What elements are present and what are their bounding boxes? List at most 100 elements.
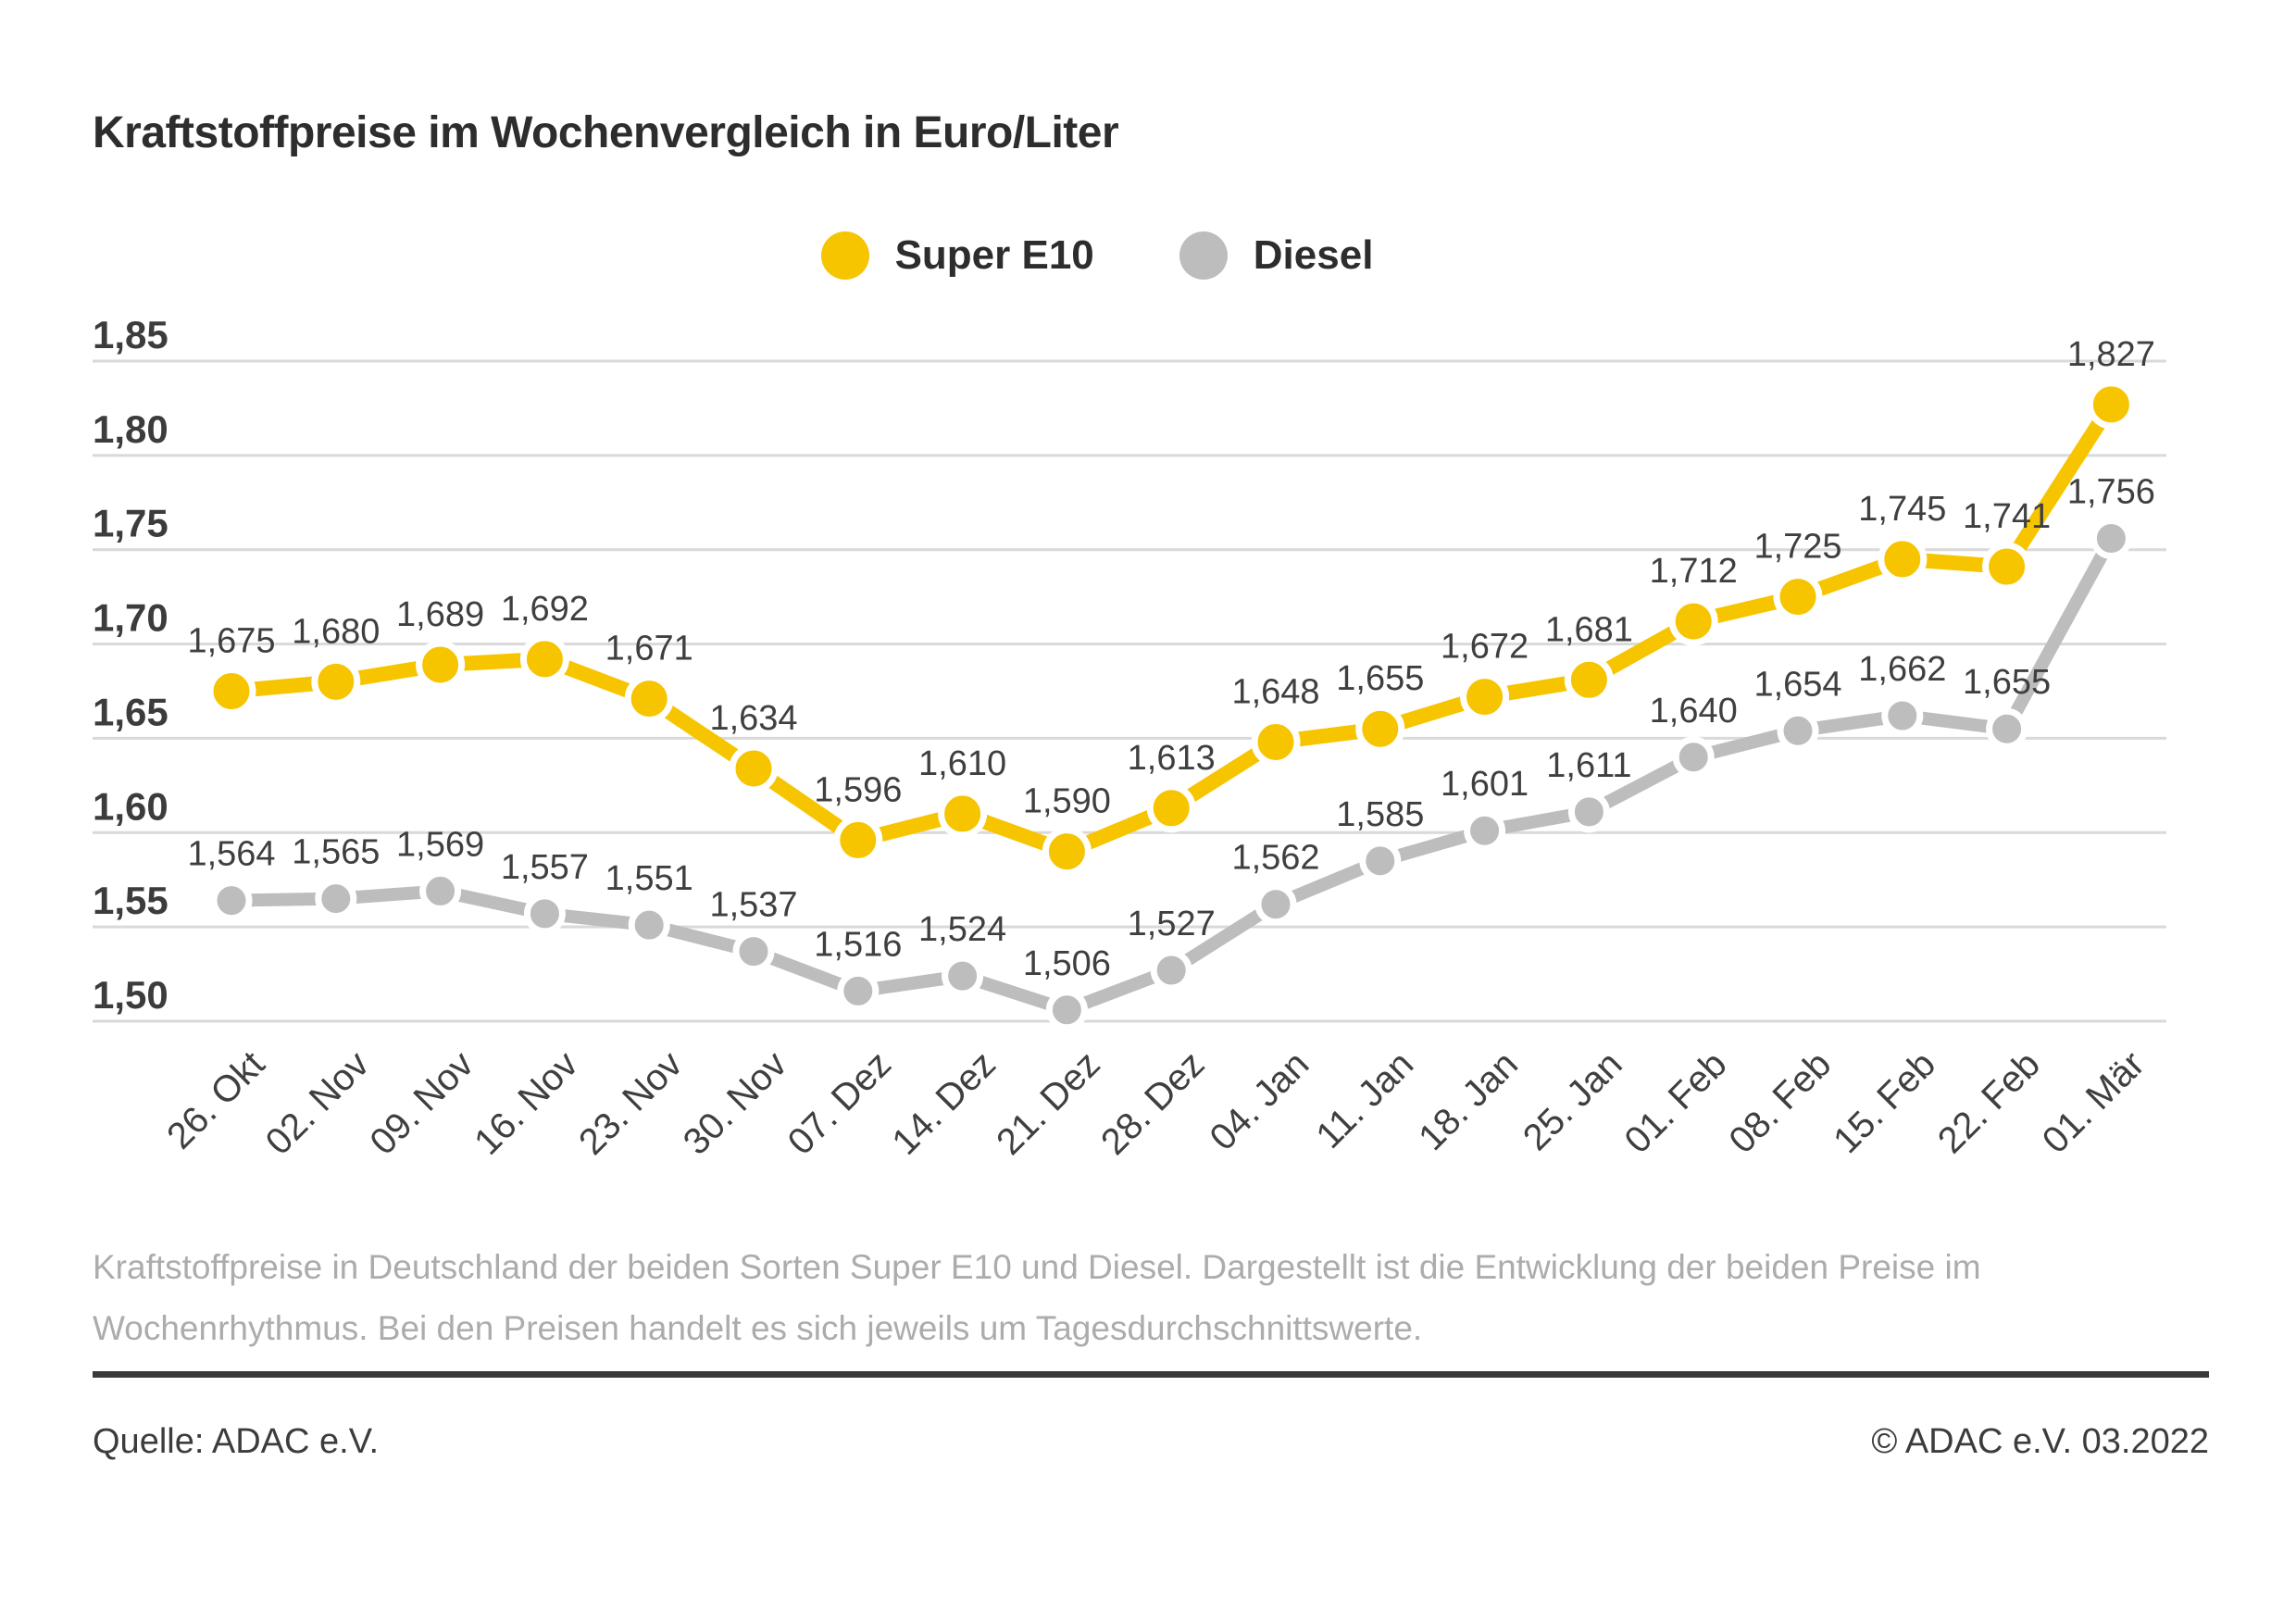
legend-label-diesel: Diesel: [1253, 232, 1374, 278]
legend-item-diesel: Diesel: [1179, 231, 1374, 280]
super-e10-data-point-label: 1,725: [1753, 528, 1841, 567]
diesel-data-point-marker: [1881, 694, 1924, 737]
diesel-data-point-marker: [315, 878, 357, 920]
diesel-data-point-label: 1,564: [187, 835, 275, 874]
x-axis-tick-label: 30. Nov: [676, 1043, 795, 1163]
copyright: © ADAC e.V. 03.2022: [1871, 1422, 2209, 1461]
diesel-data-point-label: 1,537: [709, 886, 797, 925]
x-axis-tick-label: 08. Feb: [1721, 1043, 1839, 1161]
super-e10-data-point-marker: [938, 789, 988, 839]
super-e10-data-point-label: 1,671: [605, 630, 693, 668]
page-title: Kraftstoffpreise im Wochenvergleich in E…: [93, 108, 1119, 157]
super-e10-data-point-marker: [1668, 596, 1718, 646]
diesel-data-point-marker: [1672, 736, 1715, 779]
x-axis-tick-label: 25. Jan: [1516, 1043, 1630, 1158]
footer: Quelle: ADAC e.V. © ADAC e.V. 03.2022: [93, 1422, 2209, 1462]
chart-legend: Super E10 Diesel: [0, 231, 2245, 280]
diesel-data-point-marker: [1777, 709, 1819, 752]
diesel-data-point-marker: [419, 869, 462, 912]
y-axis-tick-label: 1,80: [93, 407, 168, 451]
super-e10-data-point-marker: [729, 743, 779, 793]
x-axis-tick-label: 09. Nov: [362, 1043, 481, 1163]
diesel-data-point-marker: [210, 880, 253, 922]
footer-divider: [93, 1371, 2209, 1378]
diesel-data-point-label: 1,551: [605, 859, 693, 898]
super-e10-data-point-marker: [311, 656, 361, 706]
super-e10-data-point-label: 1,692: [501, 590, 589, 629]
x-axis-tick-label: 26. Okt: [159, 1043, 272, 1156]
super-e10-data-point-label: 1,634: [709, 699, 797, 738]
diesel-data-point-marker: [942, 955, 984, 997]
x-axis-tick-label: 11. Jan: [1308, 1043, 1421, 1156]
y-axis-tick-label: 1,50: [93, 973, 168, 1017]
diesel-data-point-label: 1,562: [1231, 839, 1319, 878]
super-e10-data-point-marker: [1460, 672, 1510, 722]
source-credit: Quelle: ADAC e.V.: [93, 1422, 380, 1461]
super-e10-data-point-marker: [624, 674, 674, 724]
x-axis-tick-label: 14. Dez: [884, 1043, 1004, 1163]
super-e10-data-point-label: 1,689: [396, 595, 484, 634]
diesel-data-point-marker: [628, 904, 670, 946]
super-e10-data-point-label: 1,681: [1545, 610, 1633, 649]
diesel-data-point-marker: [837, 969, 880, 1012]
super-e10-data-point-label: 1,741: [1963, 497, 2051, 536]
x-axis-tick-label: 21. Dez: [989, 1043, 1108, 1163]
diesel-data-point-marker: [732, 930, 775, 973]
diesel-data-point-marker: [1359, 840, 1402, 882]
x-axis-tick-label: 07. Dez: [780, 1043, 900, 1163]
diesel-data-point-label: 1,655: [1963, 663, 2051, 702]
x-axis-tick-label: 04. Jan: [1202, 1043, 1316, 1158]
x-axis-tick-label: 18. Jan: [1411, 1043, 1526, 1158]
super-e10-data-point-label: 1,596: [814, 770, 902, 809]
legend-label-super-e10: Super E10: [894, 232, 1094, 278]
super-e10-data-point-marker: [1773, 572, 1823, 622]
super-e10-data-point-label: 1,672: [1441, 628, 1529, 667]
super-e10-data-point-marker: [1251, 718, 1301, 768]
x-axis-tick-label: 22. Feb: [1930, 1043, 2048, 1161]
description-line: Wochenrhythmus. Bei den Preisen handelt …: [93, 1309, 1423, 1347]
diesel-data-point-label: 1,601: [1441, 765, 1529, 804]
super-e10-data-point-marker: [1878, 534, 1928, 584]
super-e10-data-point-marker: [1982, 542, 2032, 592]
diesel-data-point-label: 1,585: [1336, 795, 1424, 834]
super-e10-dot-icon: [820, 231, 869, 280]
super-e10-data-point-marker: [1355, 704, 1405, 754]
diesel-data-point-label: 1,506: [1023, 944, 1111, 983]
x-axis-tick-label: 16. Nov: [467, 1043, 586, 1163]
super-e10-data-point-marker: [416, 640, 466, 690]
super-e10-data-point-marker: [519, 634, 569, 684]
super-e10-data-point-label: 1,613: [1128, 739, 1216, 778]
diesel-data-point-label: 1,662: [1858, 650, 1946, 689]
legend-item-super-e10: Super E10: [820, 231, 1094, 280]
y-axis-tick-label: 1,65: [93, 690, 168, 733]
diesel-data-point-marker: [523, 893, 566, 935]
diesel-data-point-marker: [1464, 809, 1506, 852]
y-axis-tick-label: 1,55: [93, 879, 168, 922]
y-axis-tick-label: 1,85: [93, 313, 168, 356]
diesel-data-point-label: 1,756: [2067, 472, 2155, 511]
diesel-data-point-marker: [1150, 949, 1192, 992]
super-e10-data-point-label: 1,590: [1023, 782, 1111, 821]
description-line: Kraftstoffpreise in Deutschland der beid…: [93, 1248, 1981, 1286]
diesel-data-point-label: 1,565: [292, 833, 380, 872]
diesel-data-point-marker: [1254, 883, 1297, 926]
diesel-data-point-label: 1,557: [501, 848, 589, 887]
super-e10-data-point-label: 1,827: [2067, 335, 2155, 374]
super-e10-data-point-marker: [2086, 380, 2136, 430]
super-e10-data-point-label: 1,712: [1650, 552, 1738, 591]
diesel-data-point-label: 1,654: [1753, 665, 1841, 704]
super-e10-data-point-label: 1,680: [292, 612, 380, 651]
diesel-data-point-marker: [2090, 517, 2132, 559]
diesel-data-point-label: 1,569: [396, 825, 484, 864]
super-e10-data-point-marker: [1042, 827, 1092, 877]
super-e10-data-point-label: 1,675: [187, 622, 275, 661]
super-e10-data-point-label: 1,655: [1336, 659, 1424, 698]
x-axis-tick-label: 01. Feb: [1617, 1043, 1735, 1161]
x-axis-tick-label: 15. Feb: [1826, 1043, 1943, 1161]
x-axis-tick-label: 02. Nov: [258, 1043, 378, 1163]
super-e10-data-point-marker: [1564, 655, 1614, 705]
diesel-data-point-label: 1,516: [814, 925, 902, 964]
super-e10-data-point-label: 1,745: [1858, 490, 1946, 529]
diesel-data-point-label: 1,611: [1546, 746, 1631, 785]
